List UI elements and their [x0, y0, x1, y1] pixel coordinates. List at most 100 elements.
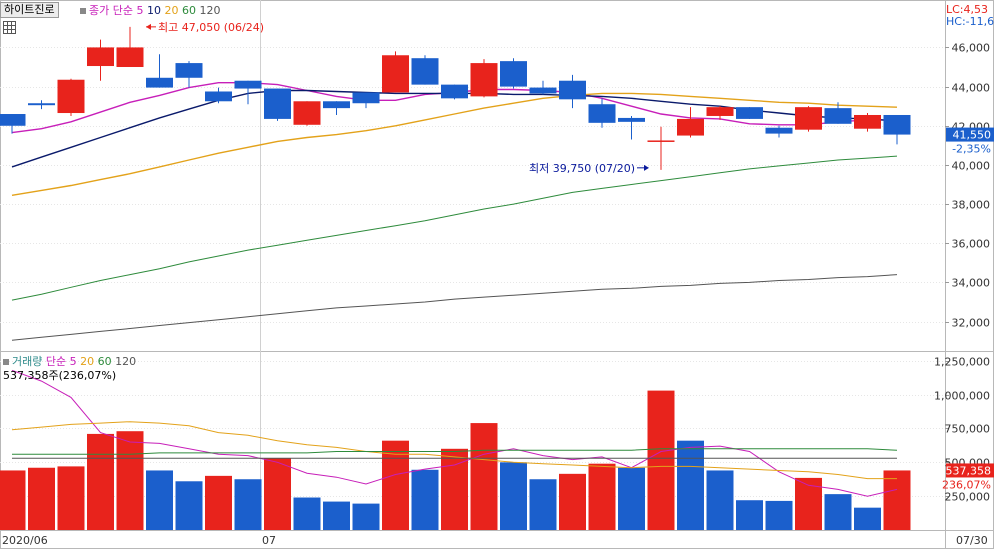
- candle-body[interactable]: [618, 117, 645, 122]
- candle-body[interactable]: [736, 107, 763, 119]
- legend-ma5[interactable]: 5: [136, 4, 144, 17]
- volume-bar[interactable]: [264, 458, 291, 530]
- low-annotation: 최저 39,750 (07/20): [529, 162, 635, 175]
- volume-bar[interactable]: [28, 467, 55, 530]
- candle-body[interactable]: [795, 107, 822, 130]
- candle-body[interactable]: [87, 47, 114, 67]
- candle-body[interactable]: [883, 114, 911, 135]
- candle-body[interactable]: [529, 87, 557, 94]
- candle-body[interactable]: [352, 92, 380, 104]
- legend-ma120[interactable]: 120: [199, 4, 221, 17]
- candle-body[interactable]: [382, 55, 409, 93]
- legend-ma60[interactable]: 60: [181, 4, 196, 17]
- x-tick-label: 2020/06: [2, 534, 48, 547]
- candle-body[interactable]: [57, 79, 85, 114]
- candle-body[interactable]: [28, 103, 55, 106]
- volume-bar[interactable]: [0, 470, 26, 530]
- candle-body[interactable]: [706, 107, 734, 116]
- legend-square-icon: [80, 8, 86, 14]
- volume-bar[interactable]: [87, 433, 114, 530]
- volume-bar[interactable]: [883, 470, 911, 530]
- price-tick-label: 38,000: [952, 199, 991, 212]
- volume-tick-label: 250,000: [945, 491, 991, 504]
- volume-bar[interactable]: [854, 507, 881, 530]
- volume-legend-label: 거래량: [12, 355, 43, 368]
- volume-bar[interactable]: [175, 481, 203, 530]
- volume-bar[interactable]: [57, 466, 85, 530]
- volume-bar[interactable]: [529, 479, 557, 530]
- volume-bar[interactable]: [765, 500, 793, 530]
- grid-table-icon[interactable]: [3, 21, 16, 34]
- volume-bar[interactable]: [205, 475, 232, 530]
- candle-body[interactable]: [264, 88, 291, 119]
- legend-ma20[interactable]: 20: [164, 4, 179, 17]
- volume-current-value: 537,358주(236,07%): [3, 369, 117, 382]
- high-arrow-icon: [146, 23, 151, 30]
- vol-legend-ma20[interactable]: 20: [80, 355, 95, 368]
- candle-body[interactable]: [116, 47, 144, 68]
- vol-legend-ma5[interactable]: 5: [69, 355, 77, 368]
- volume-legend-ma-label: 단순: [45, 355, 67, 368]
- price-tick-label: 40,000: [952, 160, 991, 173]
- price-tick-label: 44,000: [952, 82, 991, 95]
- candle-body[interactable]: [765, 127, 793, 134]
- vol-legend-ma120[interactable]: 120: [115, 355, 137, 368]
- volume-bar[interactable]: [293, 497, 321, 530]
- volume-bar[interactable]: [441, 448, 468, 530]
- candle-body[interactable]: [175, 63, 203, 78]
- candle-body[interactable]: [824, 108, 852, 124]
- candle-body[interactable]: [0, 114, 26, 126]
- candle-body[interactable]: [559, 80, 586, 100]
- x-tick-label: 07: [262, 534, 276, 547]
- volume-bar[interactable]: [352, 503, 380, 530]
- hc-info: HC:-11,6: [946, 15, 994, 28]
- high-annotation: 최고 47,050 (06/24): [158, 21, 264, 34]
- candle-body[interactable]: [500, 61, 527, 87]
- volume-bar[interactable]: [824, 494, 852, 530]
- candle-body[interactable]: [470, 63, 498, 97]
- volume-bar[interactable]: [618, 467, 645, 530]
- volume-bar[interactable]: [234, 479, 262, 530]
- stock-name-label: 하이트진로: [4, 3, 55, 16]
- volume-tick-label: 1,250,000: [934, 356, 990, 369]
- volume-bar[interactable]: [411, 469, 439, 530]
- volume-ma-60-line: [12, 448, 898, 455]
- volume-bar[interactable]: [382, 440, 409, 530]
- legend-ma10[interactable]: 10: [146, 4, 161, 17]
- volume-bar[interactable]: [647, 390, 675, 530]
- volume-bar[interactable]: [470, 423, 498, 530]
- volume-bar[interactable]: [677, 440, 704, 530]
- volume-bar[interactable]: [706, 470, 734, 530]
- candle-body[interactable]: [323, 101, 350, 109]
- candle-body[interactable]: [647, 140, 675, 142]
- candle-body[interactable]: [234, 80, 262, 89]
- lc-info: LC:4,53: [946, 3, 989, 16]
- volume-bar[interactable]: [116, 431, 144, 530]
- price-ma-20-line: [11, 92, 898, 196]
- volume-bar[interactable]: [559, 473, 586, 530]
- price-tick-label: 34,000: [952, 277, 991, 290]
- volume-bar[interactable]: [323, 501, 350, 530]
- candle-body[interactable]: [677, 118, 704, 136]
- volume-bar[interactable]: [736, 500, 763, 530]
- volume-bar[interactable]: [500, 462, 527, 530]
- candle-body[interactable]: [293, 101, 321, 125]
- current-price-label: 41,550: [953, 129, 992, 142]
- volume-tick-label: 750,000: [945, 423, 991, 436]
- x-tick-label: 07/30: [956, 534, 988, 547]
- price-tick-label: 46,000: [952, 42, 991, 55]
- price-ma-120-line: [11, 274, 898, 341]
- candle-body[interactable]: [854, 114, 881, 129]
- current-volume-badge: [946, 463, 994, 478]
- candle-body[interactable]: [411, 58, 439, 85]
- volume-bar[interactable]: [146, 470, 173, 530]
- candle-body[interactable]: [146, 77, 173, 88]
- stock-name-button[interactable]: 하이트진로: [0, 2, 59, 18]
- vol-legend-ma60[interactable]: 60: [97, 355, 112, 368]
- candle-body[interactable]: [588, 104, 616, 123]
- price-ma-60-line: [11, 155, 898, 301]
- candle-body[interactable]: [205, 91, 232, 102]
- volume-bar[interactable]: [588, 463, 616, 530]
- candle-body[interactable]: [441, 84, 468, 99]
